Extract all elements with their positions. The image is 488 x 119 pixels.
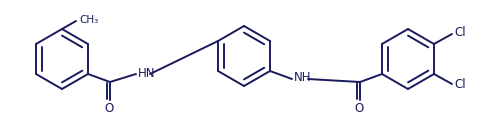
- Text: HN: HN: [138, 67, 155, 79]
- Text: Cl: Cl: [453, 77, 465, 91]
- Text: O: O: [354, 102, 363, 114]
- Text: CH₃: CH₃: [79, 15, 98, 25]
- Text: O: O: [104, 102, 113, 114]
- Text: NH: NH: [293, 70, 311, 84]
- Text: Cl: Cl: [453, 27, 465, 40]
